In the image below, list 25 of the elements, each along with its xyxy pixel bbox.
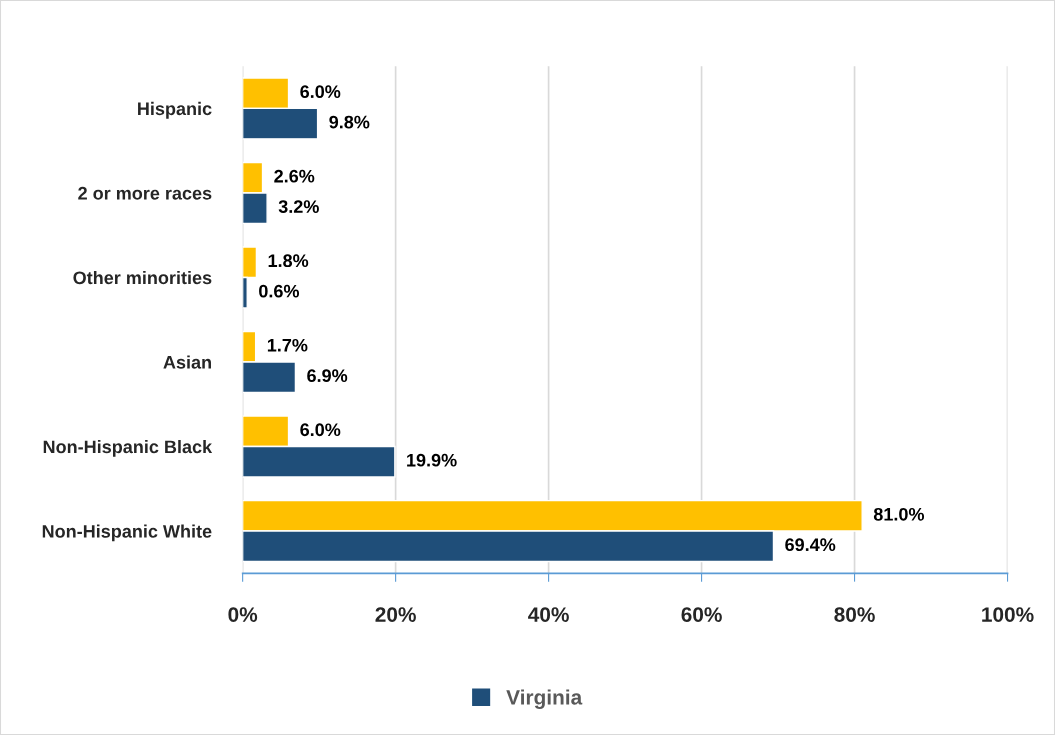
legend-label: Virginia (506, 689, 583, 709)
data-label: 6.0% (300, 85, 341, 99)
y-tick-label: Non-Hispanic White (42, 524, 212, 542)
data-label: 69.4% (785, 538, 836, 552)
x-tick-label: 20% (375, 607, 416, 622)
x-tick-label: 100% (982, 607, 1034, 622)
y-tick-label: Asian (163, 355, 211, 369)
data-label: 1.7% (267, 338, 308, 352)
x-tick-label: 60% (681, 607, 722, 622)
x-tick-label: 40% (528, 607, 569, 622)
y-tick-label: Hispanic (138, 101, 212, 119)
x-tick-label: 80% (834, 607, 875, 622)
data-label: 6.0% (300, 423, 341, 437)
data-label: 81.0% (873, 507, 925, 521)
y-tick-label: Non-Hispanic Black (43, 439, 213, 457)
data-label: 0.6% (259, 284, 300, 298)
y-tick-label: 2 or more races (78, 186, 212, 200)
data-label: 9.8% (329, 115, 370, 129)
data-label: 1.8% (268, 254, 309, 268)
data-label: 2.6% (274, 169, 315, 183)
data-label: 19.9% (407, 453, 457, 467)
data-label: 3.2% (278, 200, 319, 214)
data-label: 6.9% (307, 369, 348, 383)
x-tick-label: 0% (228, 607, 258, 622)
y-tick-label: Other minorities (73, 270, 212, 285)
